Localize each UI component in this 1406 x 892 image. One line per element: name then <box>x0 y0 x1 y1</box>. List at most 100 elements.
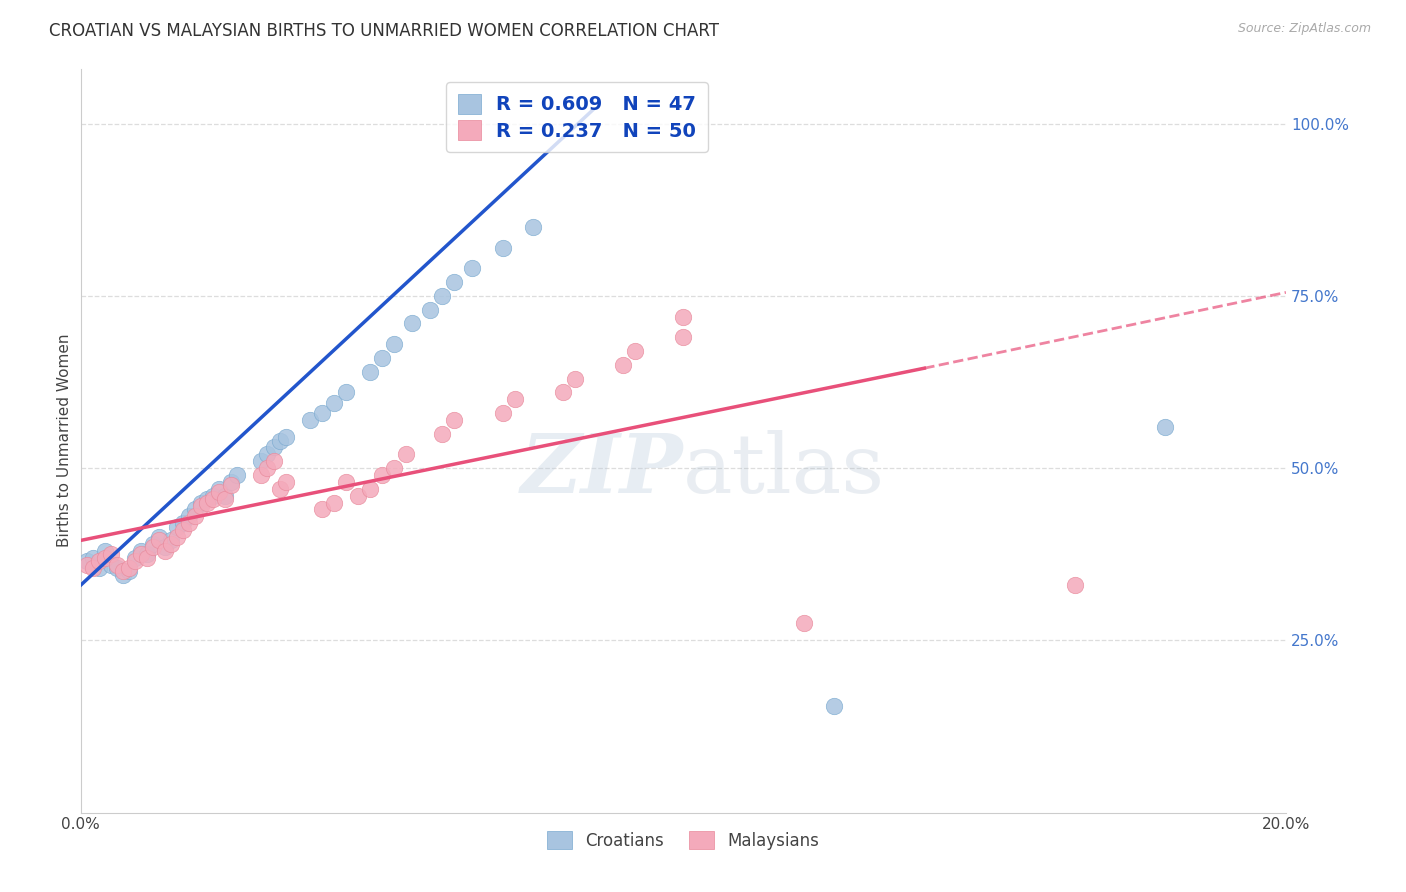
Point <box>172 523 194 537</box>
Point <box>87 554 110 568</box>
Point <box>612 358 634 372</box>
Point <box>82 550 104 565</box>
Point <box>491 241 513 255</box>
Point <box>221 478 243 492</box>
Point <box>503 392 526 407</box>
Point <box>142 537 165 551</box>
Point <box>221 475 243 489</box>
Point <box>311 502 333 516</box>
Point <box>124 554 146 568</box>
Point <box>443 413 465 427</box>
Point <box>263 441 285 455</box>
Point <box>179 516 201 531</box>
Point <box>564 371 586 385</box>
Point <box>269 482 291 496</box>
Point <box>118 561 141 575</box>
Point <box>87 561 110 575</box>
Text: atlas: atlas <box>683 430 886 510</box>
Point <box>269 434 291 448</box>
Point <box>672 330 695 344</box>
Point <box>153 541 176 555</box>
Point <box>111 567 134 582</box>
Point <box>359 482 381 496</box>
Point <box>208 485 231 500</box>
Point <box>118 565 141 579</box>
Point <box>274 430 297 444</box>
Point <box>371 467 394 482</box>
Point <box>190 499 212 513</box>
Point <box>105 558 128 572</box>
Point <box>322 395 344 409</box>
Point <box>166 530 188 544</box>
Point <box>274 475 297 489</box>
Point <box>298 413 321 427</box>
Point <box>1064 578 1087 592</box>
Point <box>522 219 544 234</box>
Point <box>111 565 134 579</box>
Point <box>322 495 344 509</box>
Point <box>823 698 845 713</box>
Point <box>443 275 465 289</box>
Point <box>124 550 146 565</box>
Point <box>76 558 98 572</box>
Point <box>166 519 188 533</box>
Point <box>432 289 454 303</box>
Point <box>311 406 333 420</box>
Point <box>793 616 815 631</box>
Point <box>195 495 218 509</box>
Text: ZIP: ZIP <box>520 430 683 510</box>
Point <box>153 543 176 558</box>
Text: CROATIAN VS MALAYSIAN BIRTHS TO UNMARRIED WOMEN CORRELATION CHART: CROATIAN VS MALAYSIAN BIRTHS TO UNMARRIE… <box>49 22 720 40</box>
Point <box>250 454 273 468</box>
Point <box>76 554 98 568</box>
Point <box>94 550 117 565</box>
Y-axis label: Births to Unmarried Women: Births to Unmarried Women <box>58 334 72 548</box>
Point <box>195 492 218 507</box>
Point <box>214 489 236 503</box>
Point <box>160 537 183 551</box>
Point <box>335 385 357 400</box>
Point <box>551 385 574 400</box>
Point <box>226 467 249 482</box>
Point <box>172 516 194 531</box>
Point <box>142 541 165 555</box>
Point <box>136 550 159 565</box>
Point <box>100 558 122 572</box>
Point <box>208 482 231 496</box>
Point <box>491 406 513 420</box>
Point <box>100 547 122 561</box>
Point <box>129 547 152 561</box>
Point <box>359 365 381 379</box>
Point <box>347 489 370 503</box>
Point <box>94 543 117 558</box>
Point <box>335 475 357 489</box>
Point <box>250 467 273 482</box>
Point <box>672 310 695 324</box>
Point <box>461 261 484 276</box>
Point <box>382 337 405 351</box>
Point <box>1154 419 1177 434</box>
Point <box>256 461 278 475</box>
Point <box>263 454 285 468</box>
Point <box>184 509 207 524</box>
Point <box>82 561 104 575</box>
Point <box>136 547 159 561</box>
Point <box>190 495 212 509</box>
Point <box>419 302 441 317</box>
Point <box>256 447 278 461</box>
Point <box>371 351 394 365</box>
Point <box>202 492 225 507</box>
Point <box>105 561 128 575</box>
Point <box>624 343 647 358</box>
Point <box>401 317 423 331</box>
Legend: R = 0.609   N = 47, R = 0.237   N = 50: R = 0.609 N = 47, R = 0.237 N = 50 <box>446 82 709 153</box>
Point <box>179 509 201 524</box>
Point <box>148 533 170 548</box>
Text: Source: ZipAtlas.com: Source: ZipAtlas.com <box>1237 22 1371 36</box>
Point <box>184 502 207 516</box>
Point <box>382 461 405 475</box>
Point <box>395 447 418 461</box>
Point <box>148 530 170 544</box>
Point <box>202 489 225 503</box>
Point <box>432 426 454 441</box>
